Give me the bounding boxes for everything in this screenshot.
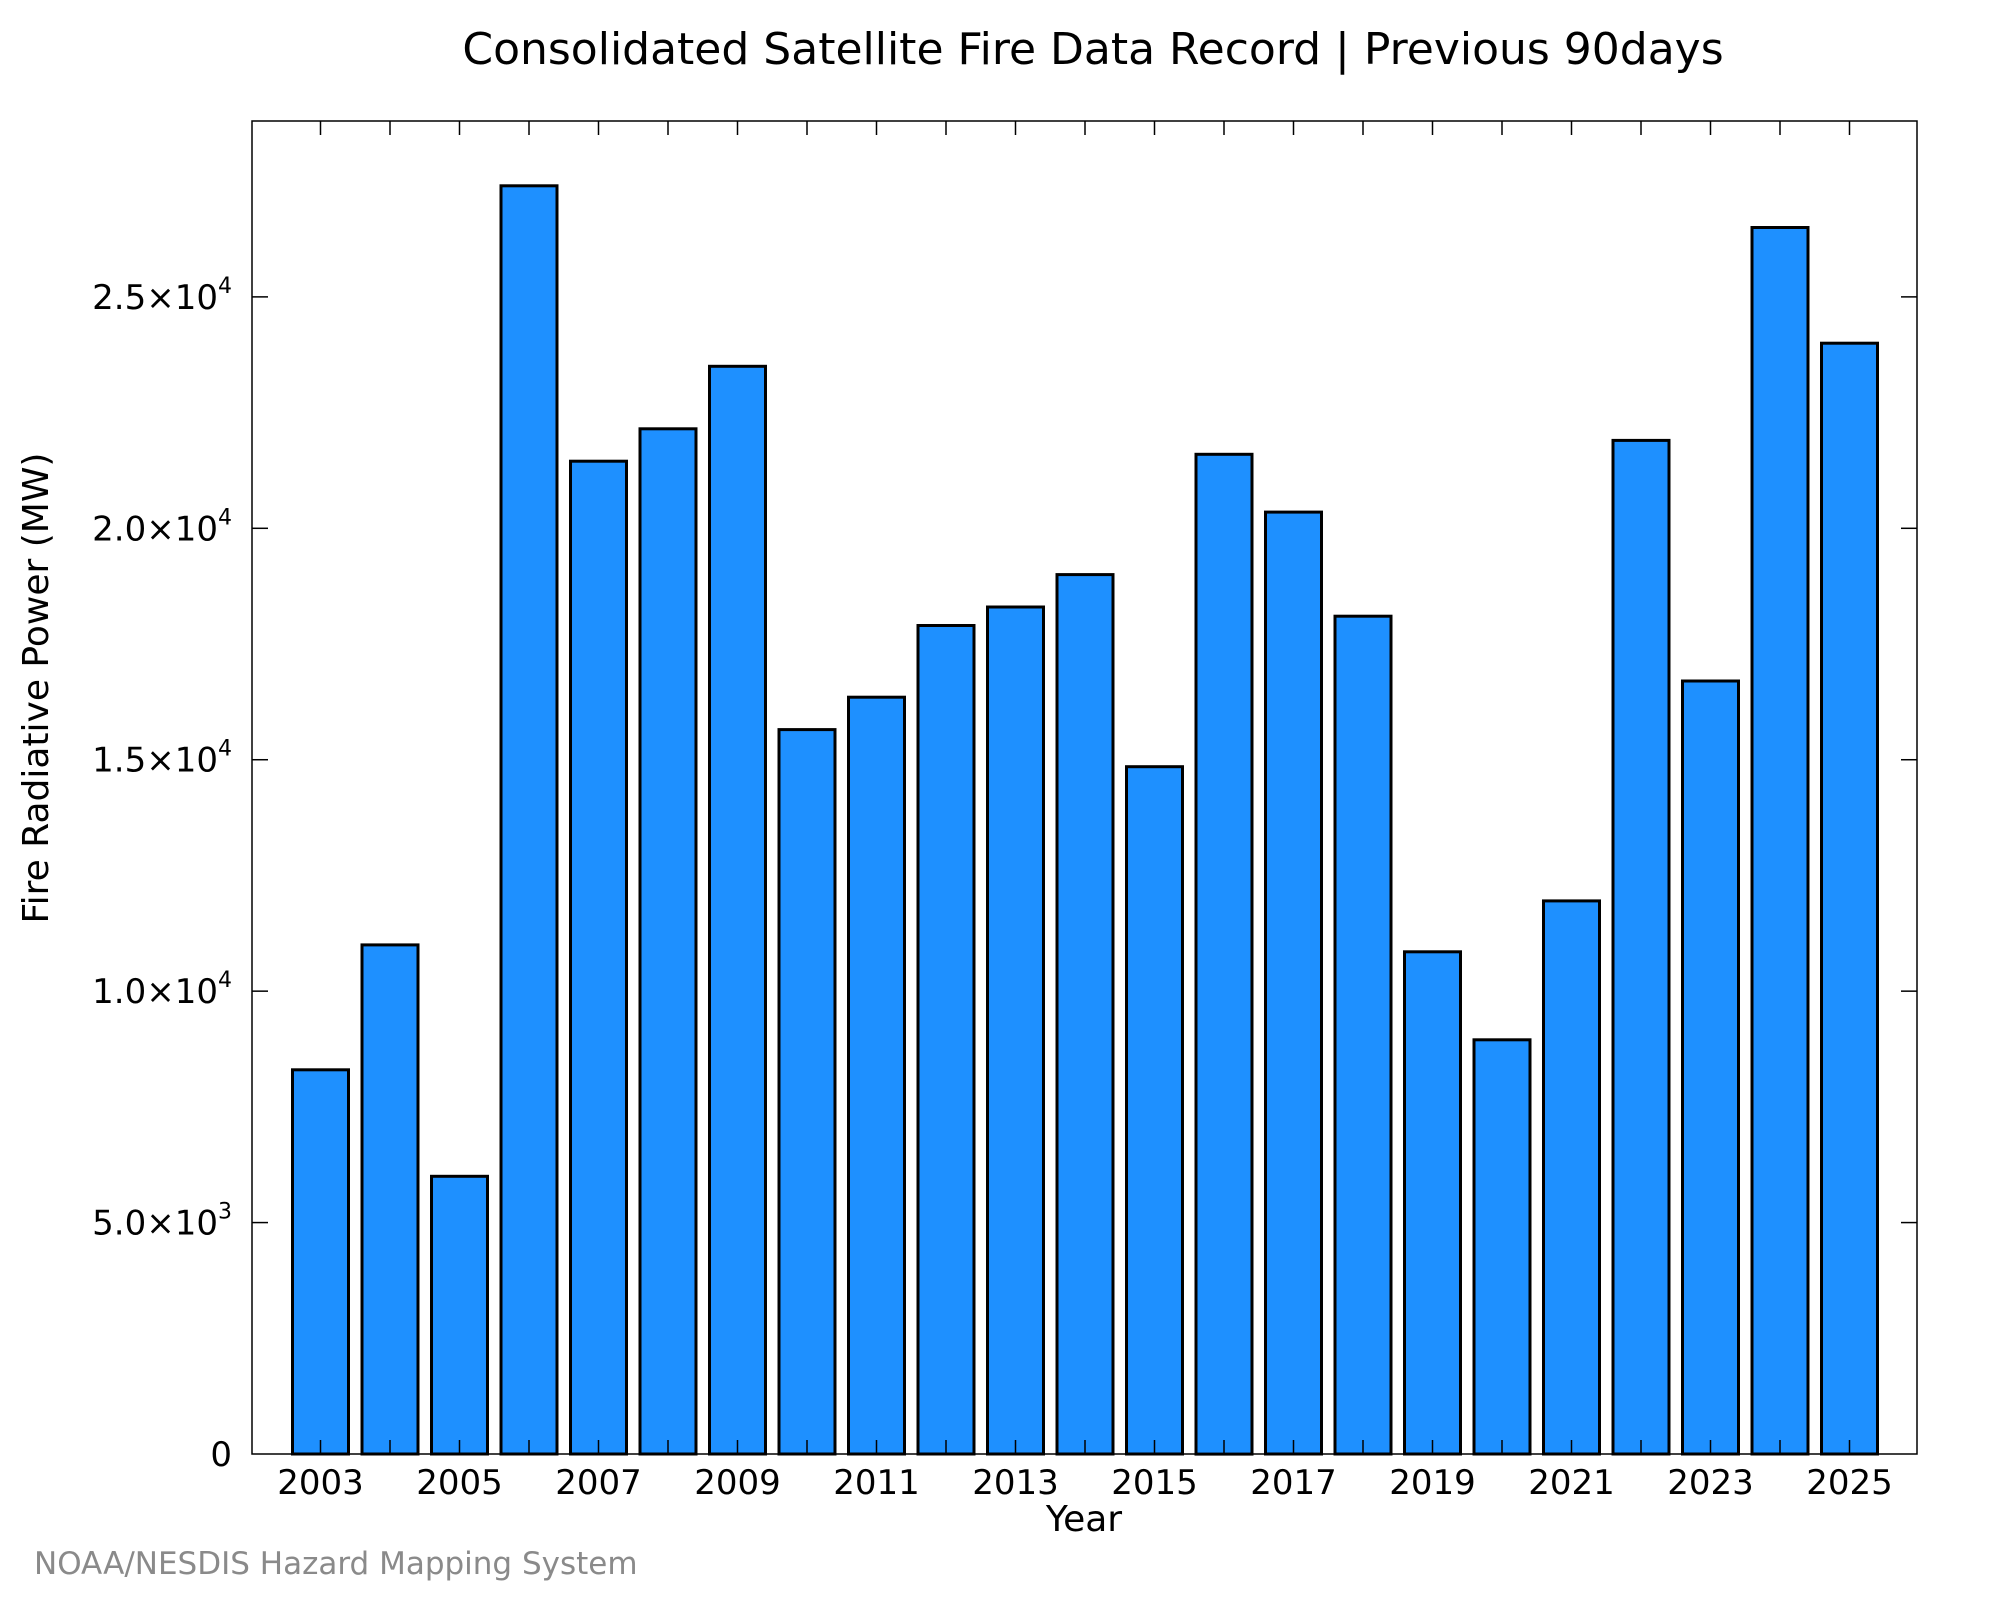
bar-2023 <box>1681 679 1740 1456</box>
x-tick-label-2003: 2003 <box>277 1463 364 1503</box>
bar-2006 <box>499 184 559 1456</box>
bar-2004 <box>360 943 420 1456</box>
chart-title: Consolidated Satellite Fire Data Record … <box>462 24 1723 75</box>
x-tick-label-2007: 2007 <box>555 1463 642 1503</box>
bar-2018 <box>1333 614 1393 1456</box>
y-tick-label: 1.5×104 <box>92 737 232 781</box>
ticks-layer <box>252 121 1917 1454</box>
bar-2021 <box>1542 899 1601 1456</box>
y-tick-label: 5.0×103 <box>92 1200 232 1244</box>
x-tick-label-2015: 2015 <box>1111 1463 1198 1503</box>
y-axis-title: Fire Radiative Power (MW) <box>16 453 57 924</box>
bar-2017 <box>1264 510 1323 1456</box>
bars-layer <box>291 184 1879 1456</box>
credit-text: NOAA/NESDIS Hazard Mapping System <box>34 1546 638 1582</box>
bar-2019 <box>1403 950 1462 1456</box>
y-tick-labels: 0 5.0×103 1.0×104 1.5×104 2.0×104 2.5×104 <box>92 274 232 1475</box>
y-tick-label: 2.5×104 <box>92 274 232 318</box>
x-tick-label-2005: 2005 <box>416 1463 503 1503</box>
bar-2016 <box>1194 452 1254 1456</box>
bar-2011 <box>847 695 906 1456</box>
bar-2010 <box>777 728 837 1456</box>
x-axis-title: Year <box>1045 1499 1122 1540</box>
bar-2020 <box>1472 1038 1532 1456</box>
bar-2009 <box>708 364 767 1456</box>
x-tick-label-2013: 2013 <box>972 1463 1059 1503</box>
bar-2005 <box>430 1174 489 1456</box>
x-tick-labels: 2003 2005 2007 2009 2011 2013 2015 2017 2019 2021… <box>277 1463 1893 1503</box>
bar-2008 <box>638 427 698 1456</box>
bar-2003 <box>291 1068 350 1456</box>
x-tick-label-2021: 2021 <box>1528 1463 1615 1503</box>
x-tick-label-2017: 2017 <box>1250 1463 1337 1503</box>
bar-2022 <box>1611 438 1671 1456</box>
bar-2007 <box>569 459 628 1456</box>
bar-2025 <box>1820 341 1879 1456</box>
bar-2012 <box>916 624 976 1456</box>
x-tick-label-2009: 2009 <box>694 1463 781 1503</box>
x-tick-label-2023: 2023 <box>1667 1463 1754 1503</box>
bar-2013 <box>986 605 1045 1456</box>
x-tick-label-2019: 2019 <box>1389 1463 1476 1503</box>
y-tick-label: 2.0×104 <box>92 505 232 549</box>
x-tick-label-2025: 2025 <box>1806 1463 1893 1503</box>
x-tick-label-2011: 2011 <box>833 1463 920 1503</box>
bar-2015 <box>1125 765 1184 1456</box>
bar-2014 <box>1055 573 1115 1456</box>
y-tick-label: 0 <box>210 1435 232 1475</box>
bar-2024 <box>1750 226 1810 1456</box>
y-tick-label: 1.0×104 <box>92 968 232 1012</box>
